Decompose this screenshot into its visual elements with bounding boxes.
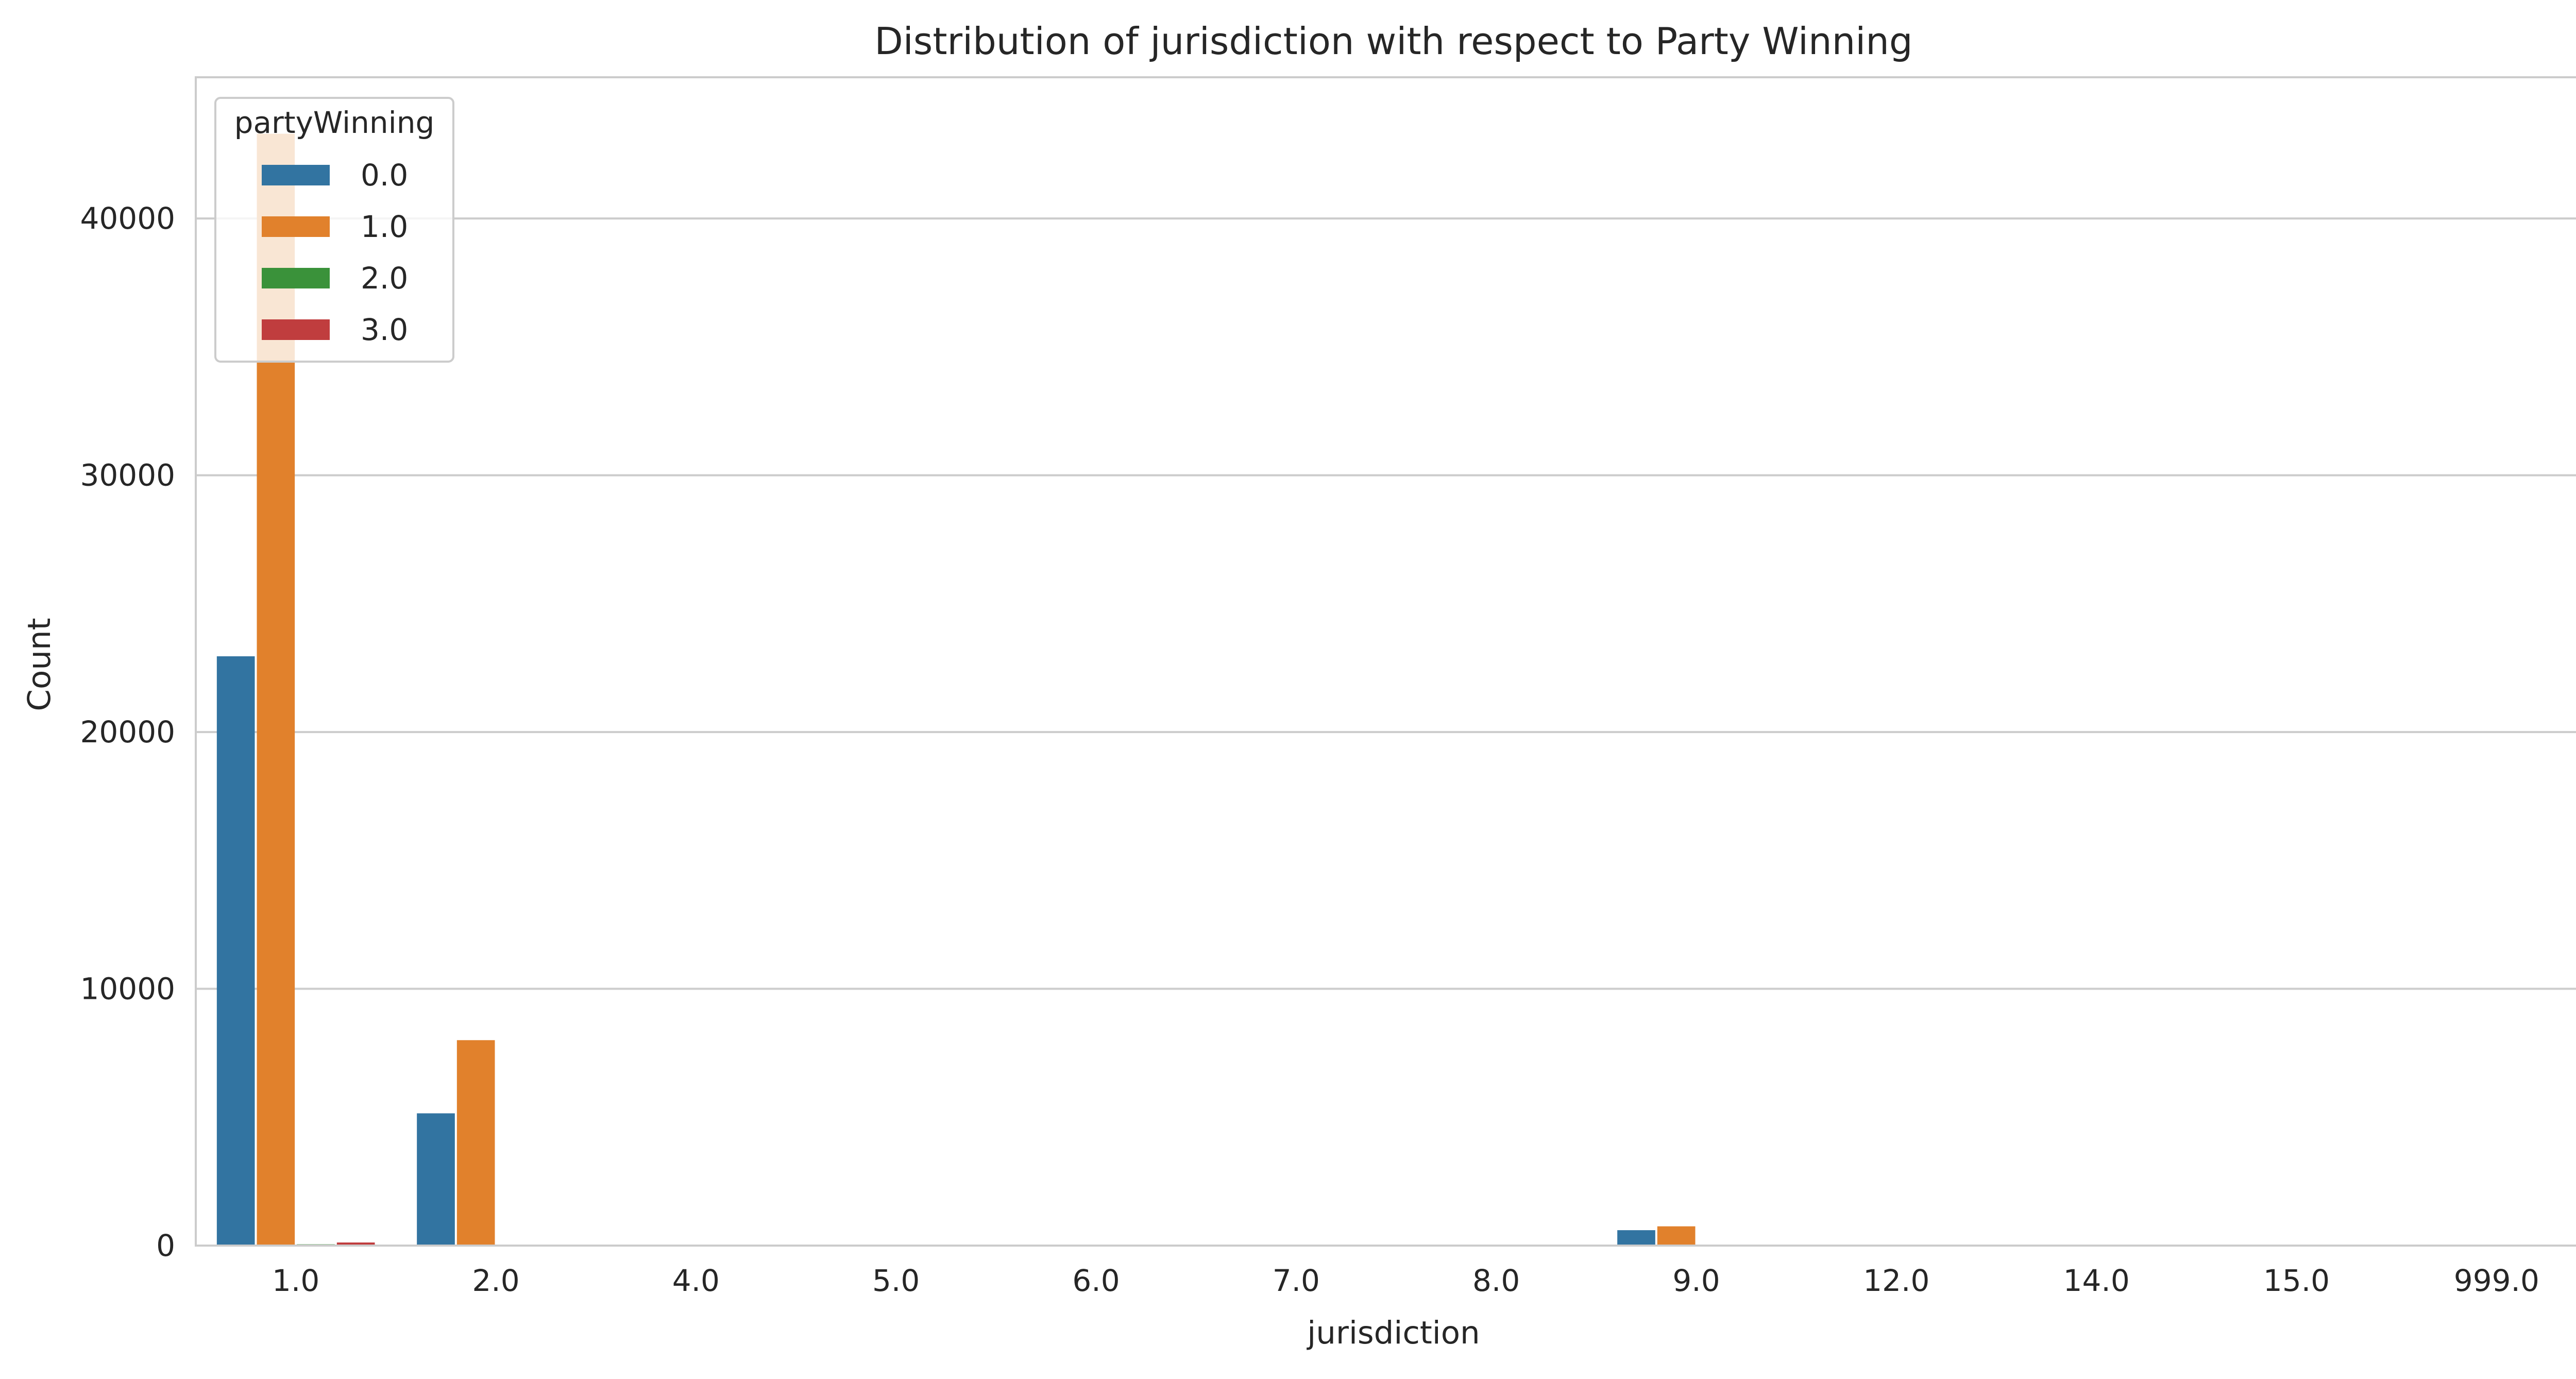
legend-title: partyWinning [234,105,435,140]
x-tick-label: 1.0 [272,1263,319,1298]
legend-label: 2.0 [361,261,408,296]
x-tick-label: 7.0 [1273,1263,1320,1298]
y-tick-label: 30000 [80,458,175,493]
x-tick-label: 12.0 [1863,1263,1929,1298]
x-tick-label: 14.0 [2063,1263,2130,1298]
bar [457,1040,495,1246]
bar [417,1113,455,1246]
legend-swatch [262,216,330,237]
x-tick-label: 6.0 [1072,1263,1120,1298]
x-tick-label: 9.0 [1672,1263,1720,1298]
x-tick-label: 15.0 [2263,1263,2330,1298]
bar [217,656,255,1246]
legend-label: 3.0 [361,312,408,347]
y-tick-label: 20000 [80,714,175,750]
y-tick-label: 40000 [80,201,175,236]
y-tick-label: 10000 [80,972,175,1007]
legend-label: 0.0 [361,158,408,193]
chart-title: Distribution of jurisdiction with respec… [874,20,1912,63]
bar [1657,1227,1696,1246]
legend-label: 1.0 [361,209,408,244]
y-axis-label: Count [21,618,58,711]
legend-swatch [262,319,330,340]
bar [1617,1230,1655,1246]
x-tick-label: 999.0 [2454,1263,2539,1298]
x-tick-label: 8.0 [1472,1263,1520,1298]
legend-swatch [262,268,330,288]
x-tick-label: 5.0 [872,1263,920,1298]
y-tick-label: 0 [156,1228,175,1263]
legend-swatch [262,165,330,185]
x-tick-label: 2.0 [472,1263,519,1298]
legend: partyWinning 0.0 1.0 2.0 3.0 [215,98,453,362]
x-axis-label: jurisdiction [1306,1315,1480,1351]
x-tick-label: 4.0 [672,1263,720,1298]
